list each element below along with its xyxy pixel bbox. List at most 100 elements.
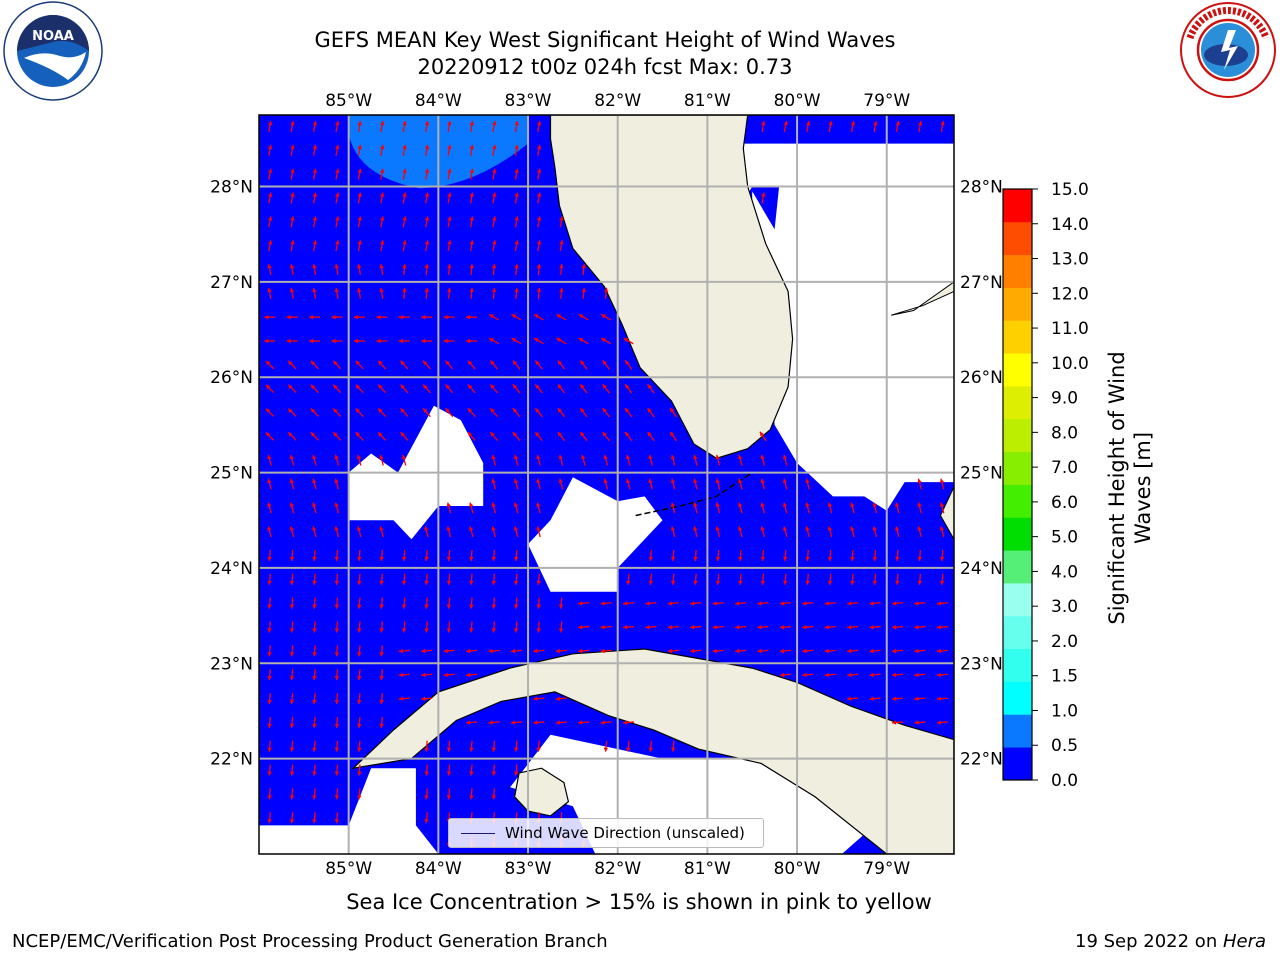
wave-direction-arrow — [421, 672, 433, 678]
wave-direction-arrow — [357, 716, 362, 728]
wave-direction-arrow — [335, 144, 340, 156]
arrow-head — [779, 625, 785, 630]
arrow-head — [917, 502, 922, 507]
wave-direction-arrow — [447, 263, 452, 276]
wave-direction-arrow — [334, 740, 340, 752]
colorbar-swatch — [1003, 583, 1032, 617]
arrow-head — [289, 287, 295, 293]
arrow-head — [312, 747, 317, 752]
arrow-head — [512, 360, 518, 366]
wave-direction-arrow — [690, 601, 702, 606]
arrow-head — [735, 625, 740, 630]
wave-direction-arrow — [693, 478, 698, 490]
arrow-head — [447, 287, 452, 292]
wave-direction-arrow — [738, 573, 743, 585]
wave-direction-arrow — [492, 216, 497, 228]
wave-direction-arrow — [491, 526, 497, 538]
arrow-head — [312, 240, 317, 245]
colorbar-tick-label: 3.0 — [1051, 597, 1078, 617]
wave-direction-arrow — [265, 360, 275, 370]
wave-direction-arrow — [760, 502, 766, 514]
wave-direction-arrow — [940, 120, 945, 132]
wave-direction-arrow — [467, 407, 476, 418]
arrow-head — [824, 601, 829, 606]
arrow-head — [446, 771, 452, 776]
arrow-head — [715, 478, 720, 484]
arrow-head — [604, 287, 609, 292]
arrow-head — [917, 478, 922, 484]
arrow-head — [469, 771, 474, 776]
arrow-head — [424, 216, 430, 221]
arrow-head — [491, 502, 496, 507]
colorbar: 0.0 0.5 1.0 1.5 2.0 3.0 4.0 5.0 6.0 7.0 8.0 9.0 10.0… — [1002, 180, 1089, 791]
wave-direction-arrow — [511, 313, 522, 321]
arrow-head — [334, 628, 340, 633]
arrow-head — [535, 432, 540, 437]
wave-direction-arrow — [514, 287, 519, 299]
wave-direction-arrow — [421, 315, 433, 320]
arrow-head — [873, 121, 878, 126]
wave-direction-arrow — [424, 812, 429, 824]
arrow-head — [892, 696, 897, 701]
wave-direction-arrow — [312, 287, 317, 299]
legend-line-swatch — [461, 832, 495, 834]
wave-direction-arrow — [917, 550, 922, 562]
arrow-head — [402, 264, 407, 269]
wave-direction-arrow — [312, 764, 317, 776]
wave-direction-arrow — [693, 573, 698, 585]
wave-direction-arrow — [491, 788, 496, 800]
arrow-head — [805, 121, 811, 126]
wave-direction-arrow — [491, 502, 497, 514]
colorbar-tick-label: 15.0 — [1051, 180, 1089, 200]
wave-direction-arrow — [267, 502, 272, 514]
wave-direction-arrow — [267, 144, 273, 156]
arrow-head — [558, 604, 564, 609]
colorbar-tick-label: 10.0 — [1051, 354, 1089, 374]
wave-direction-arrow — [446, 597, 452, 609]
wave-direction-arrow — [398, 696, 410, 701]
arrow-head — [869, 601, 874, 606]
wave-direction-arrow — [445, 384, 454, 394]
wave-direction-arrow — [581, 263, 586, 276]
arrow-head — [402, 168, 407, 173]
wave-direction-arrow — [287, 408, 297, 417]
wave-direction-arrow — [312, 597, 317, 609]
wave-direction-arrow — [512, 407, 521, 418]
lat-tick-label-left: 23°N — [210, 654, 253, 674]
wave-direction-arrow — [287, 384, 297, 394]
wave-direction-arrow — [289, 669, 295, 681]
wave-direction-arrow — [289, 645, 295, 657]
wave-direction-arrow — [670, 454, 676, 466]
wave-direction-arrow — [443, 648, 455, 654]
wave-direction-arrow — [469, 526, 474, 538]
arrow-head — [447, 216, 452, 221]
wave-direction-arrow — [491, 454, 497, 466]
arrow-head — [446, 556, 452, 561]
arrow-head — [488, 720, 493, 725]
wave-direction-arrow — [289, 573, 295, 585]
lon-tick-label-bottom: 84°W — [415, 859, 462, 879]
lon-tick-label-top: 82°W — [594, 91, 641, 111]
arrow-head — [872, 526, 877, 531]
arrow-head — [379, 264, 384, 269]
wave-direction-arrow — [379, 287, 384, 299]
colorbar-label-line1: Significant Height of Wind — [1105, 351, 1129, 624]
arrow-head — [357, 264, 362, 269]
arrow-head — [446, 604, 452, 609]
arrow-head — [424, 819, 429, 824]
wave-direction-arrow — [491, 550, 496, 562]
wave-direction-arrow — [469, 621, 474, 633]
arrow-head — [914, 672, 919, 678]
arrow-head — [824, 672, 829, 678]
arrow-head — [536, 604, 541, 609]
arrow-head — [513, 454, 519, 460]
wave-direction-arrow — [357, 621, 362, 633]
lat-tick-label-right: 23°N — [960, 654, 1003, 674]
arrow-head — [398, 315, 403, 320]
wave-direction-arrow — [312, 502, 317, 514]
wave-direction-arrow — [600, 337, 612, 345]
wave-direction-arrow — [872, 526, 878, 538]
wave-direction-arrow — [335, 240, 340, 252]
wave-direction-arrow — [402, 621, 407, 633]
arrow-head — [578, 720, 583, 725]
